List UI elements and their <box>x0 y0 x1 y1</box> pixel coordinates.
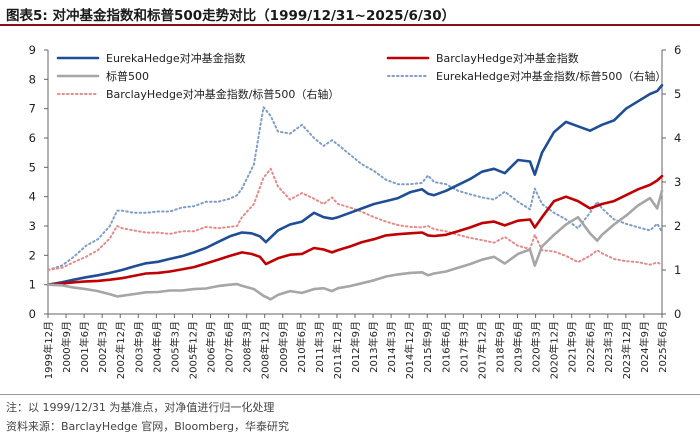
x-axis-tick-label: 2018年9月 <box>493 321 506 373</box>
series-line-barclay-ratio <box>47 167 663 271</box>
x-axis-tick-label: 2023年3月 <box>602 321 615 373</box>
x-axis-tick-label: 2022年6月 <box>584 321 597 373</box>
left-axis-tick-label: 8 <box>29 72 36 86</box>
left-axis-tick-label: 2 <box>29 248 36 262</box>
x-axis-tick-label: 2006年9月 <box>205 321 218 373</box>
x-axis-tick-label: 2014年12月 <box>403 321 416 379</box>
x-axis-tick-label: 2019年6月 <box>512 321 525 373</box>
chart-legend: EurekaHedge对冲基金指数 BarclayHedge对冲基金指数标普500… <box>56 51 666 101</box>
x-axis-tick-label: 2010年6月 <box>295 321 308 373</box>
left-axis-tick-label: 0 <box>29 307 36 321</box>
x-axis-tick-label: 2012年9月 <box>349 321 362 373</box>
x-axis-tick-label: 2021年9月 <box>566 321 579 373</box>
x-axis-tick-label: 1999年12月 <box>42 321 55 379</box>
x-axis-tick-label: 2020年3月 <box>530 321 543 373</box>
left-axis-tick-label: 3 <box>29 219 36 233</box>
left-axis-tick-label: 6 <box>29 131 36 145</box>
legend-label: EurekaHedge对冲基金指数 <box>106 51 246 65</box>
x-axis-tick-label: 2014年3月 <box>385 321 398 373</box>
series-line-barclay <box>46 174 664 287</box>
title-bar: 图表5: 对冲基金指数和标普500走势对比（1999/12/31~2025/6/… <box>0 0 700 26</box>
x-axis-tick-label: 2005年12月 <box>186 321 199 379</box>
right-axis-tick-label: 3 <box>674 175 681 189</box>
series-line-eureka-ratio <box>47 106 663 271</box>
x-axis-tick-label: 2009年9月 <box>277 321 290 373</box>
left-axis-tick-label: 5 <box>29 160 36 174</box>
x-axis-tick-label: 2001年6月 <box>78 321 91 373</box>
x-axis-tick-label: 2023年12月 <box>620 321 633 379</box>
x-axis-tick-label: 2024年9月 <box>638 321 651 373</box>
right-axis-tick-label: 6 <box>674 43 681 57</box>
x-axis-tick-label: 2002年3月 <box>96 321 109 373</box>
left-axis-tick-label: 9 <box>29 43 36 57</box>
legend-label: 标普500 <box>106 69 149 83</box>
x-axis-tick-label: 2008年12月 <box>259 321 272 379</box>
x-axis-tick-label: 2015年9月 <box>421 321 434 373</box>
x-axis-tick-label: 2017年12月 <box>475 321 488 379</box>
legend-label: BarclayHedge对冲基金指数/标普500（右轴） <box>106 87 339 101</box>
chart-source: 资料来源：BarclayHedge 官网，Bloomberg，华泰研究 <box>6 420 290 433</box>
right-axis-tick-label: 2 <box>674 219 681 233</box>
x-axis-tick-label: 2025年6月 <box>656 321 669 373</box>
right-axis-tick-label: 5 <box>674 87 681 101</box>
x-axis-tick-label: 2007年6月 <box>223 321 236 373</box>
x-axis-tick-label: 2017年3月 <box>457 321 470 373</box>
x-axis-tick-label: 2011年3月 <box>313 321 326 373</box>
line-chart: 0 1 2 3 4 5 6 7 8 9 0 1 2 3 4 5 6 1999年12月 2000年9月 2001年6月 2… <box>29 43 682 379</box>
series-line-sp500 <box>46 189 664 301</box>
chart-note: 注：以 1999/12/31 为基准点，对净值进行归一化处理 <box>6 401 275 414</box>
x-axis-tick-label: 2013年6月 <box>367 321 380 373</box>
left-axis-tick-label: 7 <box>29 102 36 116</box>
x-axis-tick-label: 2000年9月 <box>60 321 73 373</box>
footer-divider <box>0 394 700 395</box>
x-axis-tick-label: 2020年12月 <box>548 321 561 379</box>
left-axis-tick-label: 1 <box>29 278 36 292</box>
figure-title-text: 对冲基金指数和标普500走势对比（1999/12/31~2025/6/30） <box>52 8 456 24</box>
right-axis-tick-label: 4 <box>674 131 681 145</box>
x-axis-tick-label: 2004年6月 <box>150 321 163 373</box>
legend-label: BarclayHedge对冲基金指数 <box>436 51 579 65</box>
legend-label: EurekaHedge对冲基金指数/标普500（右轴） <box>436 69 666 83</box>
series-line-eureka <box>46 83 664 287</box>
right-axis-tick-label: 0 <box>674 307 681 321</box>
left-axis-tick-label: 4 <box>29 190 36 204</box>
x-axis-tick-label: 2005年3月 <box>168 321 181 373</box>
x-axis-tick-label: 2011年12月 <box>331 321 344 379</box>
figure-title: 图表5: 对冲基金指数和标普500走势对比（1999/12/31~2025/6/… <box>6 4 455 24</box>
x-axis-tick-label: 2002年12月 <box>114 321 127 379</box>
right-axis-tick-label: 1 <box>674 263 681 277</box>
figure-label: 图表5: <box>6 8 48 24</box>
x-axis-tick-label: 2008年3月 <box>241 321 254 373</box>
x-axis-tick-label: 2016年6月 <box>439 321 452 373</box>
x-axis-tick-label: 2003年9月 <box>132 321 145 373</box>
